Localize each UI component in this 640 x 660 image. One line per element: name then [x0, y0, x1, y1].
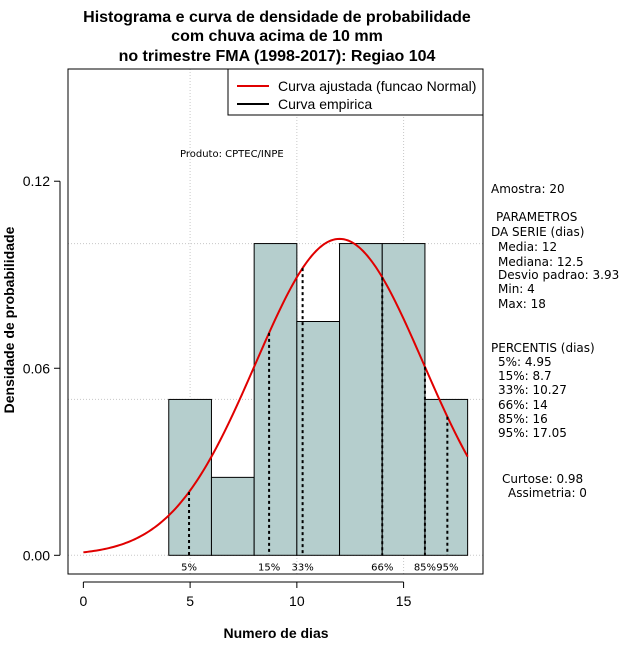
params-subtitle: DA SERIE (dias): [491, 225, 585, 239]
kurtosis: Curtose: 0.98: [502, 472, 584, 486]
percentile-95: 95%: 17.05: [498, 426, 567, 440]
histogram-bar: [210, 476, 255, 556]
percentile-lines: 5% 15% 33% 66% 85% 95%: [181, 268, 458, 573]
stat-min: Min: 4: [498, 282, 535, 296]
y-axis-label: Densidade de probabilidade: [1, 226, 17, 413]
stat-sd: Desvio padrao: 3.93: [498, 268, 620, 282]
histogram-bars: [168, 243, 469, 556]
percentile-33: 33%: 10.27: [498, 383, 567, 397]
stat-median: Mediana: 12.5: [498, 255, 584, 269]
skewness: Assimetria: 0: [508, 486, 587, 500]
axes: 0.00 0.06 0.12 0 5 10 15: [23, 173, 412, 609]
stat-max: Max: 18: [498, 297, 546, 311]
legend-label-empirical: Curva empirica: [278, 96, 372, 112]
x-tick-label: 5: [186, 593, 194, 609]
x-tick-label: 15: [396, 593, 412, 609]
y-tick-label: 0.00: [23, 547, 50, 563]
legend-box: [227, 68, 484, 116]
chart-title-line-2: com chuva acima de 10 mm: [171, 28, 383, 45]
legend-label-fitted: Curva ajustada (funcao Normal): [278, 78, 476, 94]
chart-title-line-3: no trimestre FMA (1998-2017): Regiao 104: [119, 48, 436, 65]
histogram-bar: [339, 243, 383, 556]
percentile-label: 66%: [371, 562, 393, 573]
percentile-15: 15%: 8.7: [498, 369, 552, 383]
product-annotation: Produto: CPTEC/INPE: [180, 149, 284, 160]
chart-title: Histograma e curva de densidade de proba…: [83, 9, 471, 65]
x-tick-label: 0: [79, 593, 87, 609]
histogram-bar: [168, 398, 212, 556]
x-axis-label: Numero de dias: [223, 625, 328, 641]
sample-size: Amostra: 20: [491, 182, 565, 196]
legend: Curva ajustada (funcao Normal) Curva emp…: [227, 68, 484, 116]
params-title: PARAMETROS: [496, 210, 578, 224]
percentiles-title: PERCENTIS (dias): [491, 341, 595, 355]
normal-curve-line: [83, 237, 469, 554]
y-tick-label: 0.06: [23, 360, 50, 376]
percentile-label: 5%: [181, 562, 197, 573]
histogram-bar: [424, 398, 469, 556]
percentile-label: 95%: [436, 562, 458, 573]
x-tick-label: 10: [289, 593, 305, 609]
normal-curve: [83, 237, 469, 554]
y-tick-label: 0.12: [23, 173, 50, 189]
percentile-label: 33%: [291, 562, 313, 573]
percentile-85: 85%: 16: [498, 412, 548, 426]
histogram-bar: [253, 243, 298, 556]
percentile-label: 85%: [414, 562, 436, 573]
stat-mean: Media: 12: [498, 240, 558, 254]
chart-title-line-1: Histograma e curva de densidade de proba…: [83, 9, 471, 26]
percentile-5: 5%: 4.95: [498, 355, 552, 369]
percentile-label: 15%: [258, 562, 280, 573]
percentile-66: 66%: 14: [498, 398, 548, 412]
